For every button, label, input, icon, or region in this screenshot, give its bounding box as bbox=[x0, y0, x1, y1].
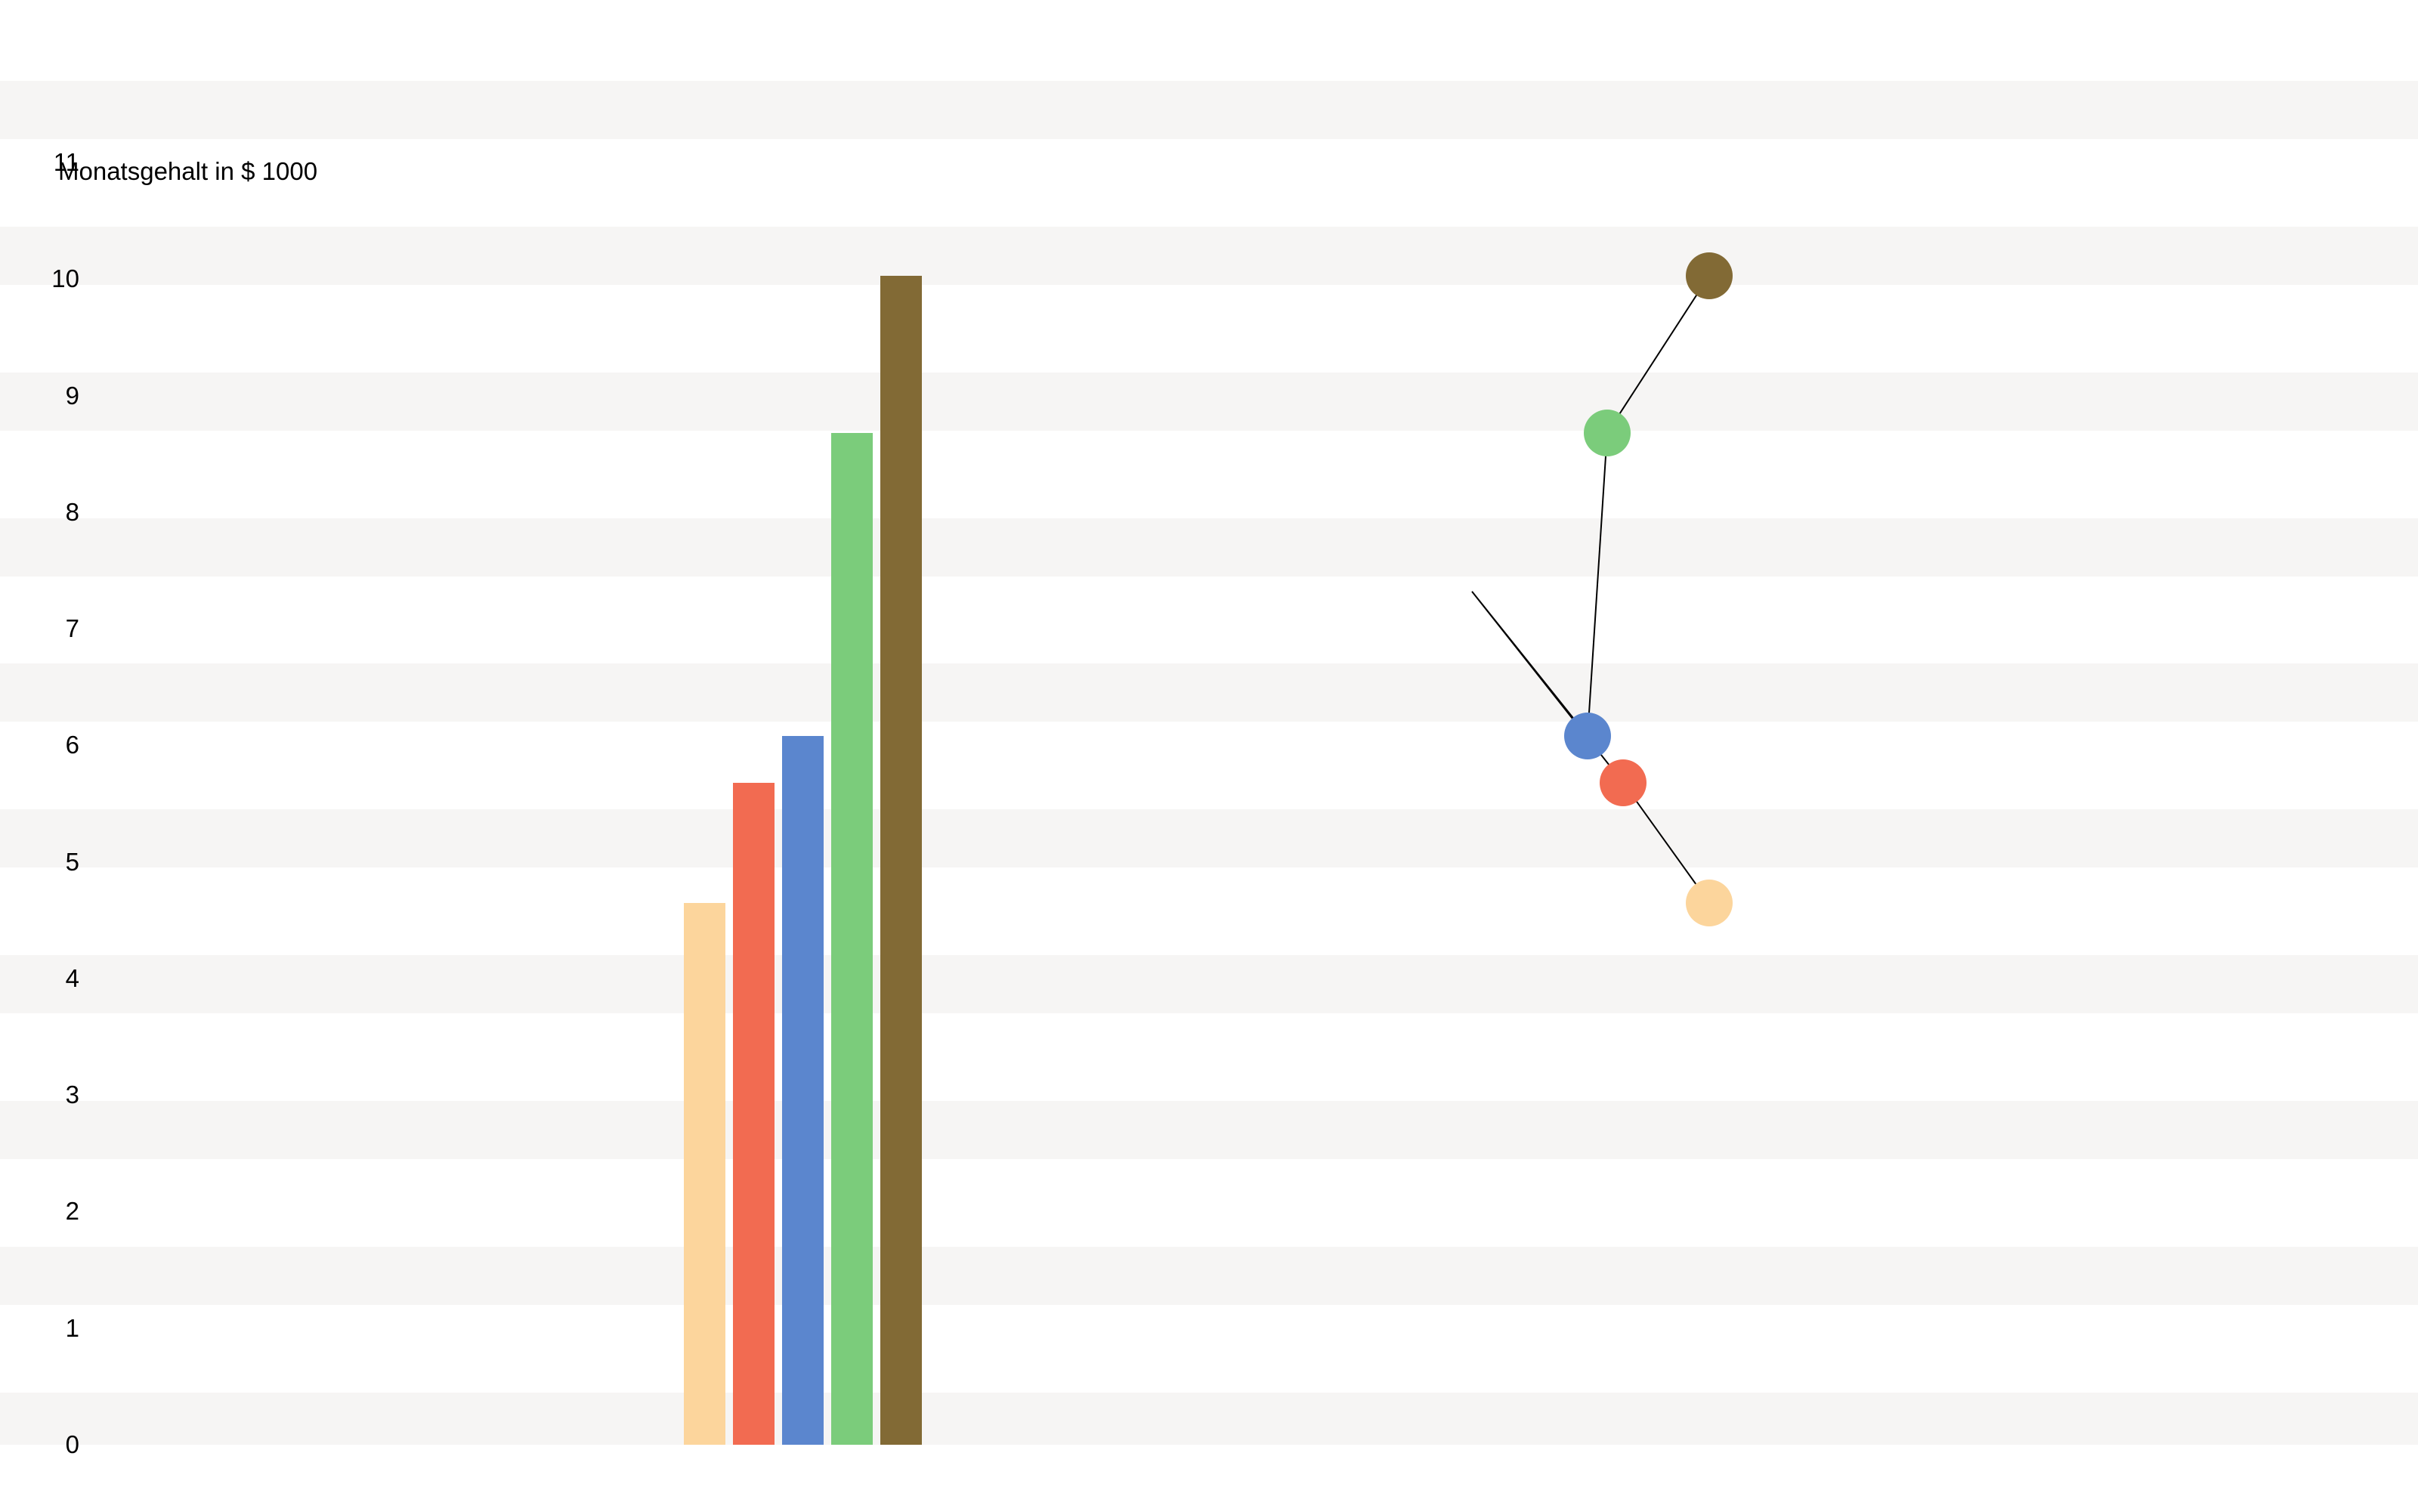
bar bbox=[782, 736, 824, 1445]
bar bbox=[733, 783, 775, 1445]
y-tick-label: 9 bbox=[66, 382, 79, 410]
connector-line bbox=[1472, 276, 1709, 903]
bar bbox=[684, 903, 725, 1445]
y-tick-label: 6 bbox=[66, 731, 79, 759]
y-tick-label: 3 bbox=[66, 1081, 79, 1109]
grid-stripe bbox=[0, 227, 2418, 285]
marker bbox=[1686, 880, 1733, 926]
grid-stripe bbox=[0, 1247, 2418, 1305]
bar bbox=[831, 433, 873, 1445]
y-tick-label: 5 bbox=[66, 848, 79, 877]
marker bbox=[1564, 713, 1611, 759]
grid-stripe bbox=[0, 1101, 2418, 1159]
chart-container: Monatsgehalt in $ 1000 0 1 2 3 4 5 6 7 8 9 10 11 bbox=[0, 0, 2418, 1512]
marker bbox=[1600, 759, 1647, 806]
y-tick-label: 0 bbox=[66, 1430, 79, 1459]
y-tick-label: 10 bbox=[51, 264, 79, 293]
chart-title: Monatsgehalt in $ 1000 bbox=[58, 157, 317, 186]
marker bbox=[1686, 252, 1733, 299]
grid-stripe bbox=[0, 663, 2418, 722]
y-tick-label: 1 bbox=[66, 1314, 79, 1343]
grid-stripe bbox=[0, 81, 2418, 139]
grid-stripe bbox=[0, 809, 2418, 867]
grid-stripe bbox=[0, 955, 2418, 1013]
y-tick-label: 7 bbox=[66, 614, 79, 643]
grid-stripe bbox=[0, 518, 2418, 577]
grid-stripe bbox=[0, 1393, 2418, 1445]
y-tick-label: 11 bbox=[54, 148, 79, 177]
y-tick-label: 4 bbox=[66, 964, 79, 993]
marker bbox=[1584, 410, 1631, 456]
y-tick-label: 2 bbox=[66, 1197, 79, 1226]
grid-stripe bbox=[0, 373, 2418, 431]
bar bbox=[880, 276, 922, 1445]
y-tick-label: 8 bbox=[66, 498, 79, 527]
